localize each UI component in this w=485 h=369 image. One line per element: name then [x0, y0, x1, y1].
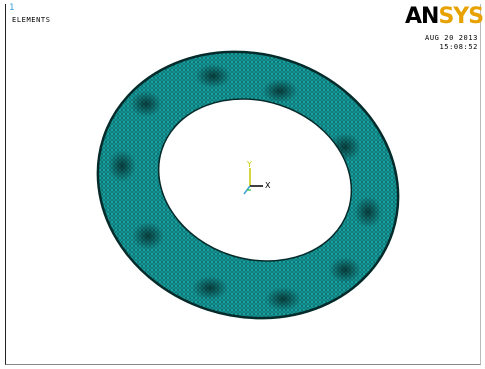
triad-x-label: X: [265, 181, 271, 190]
plot-date: AUG 20 2013: [425, 34, 478, 42]
plot-time: 15:08:52: [439, 43, 478, 51]
plot-title: ELEMENTS: [12, 16, 51, 24]
coordinate-triad: Y X: [243, 160, 271, 195]
logo-text-an: AN: [405, 4, 439, 29]
outer-edge: [96, 50, 400, 320]
graphics-frame: [5, 4, 481, 365]
logo-text-sys: SYS: [438, 4, 484, 29]
triad-y-label: Y: [246, 160, 252, 169]
window-number: 1: [9, 3, 15, 13]
inner-edge: [157, 98, 353, 262]
annulus-mesh: [80, 40, 420, 340]
ansys-logo: ANSYS: [405, 4, 484, 29]
